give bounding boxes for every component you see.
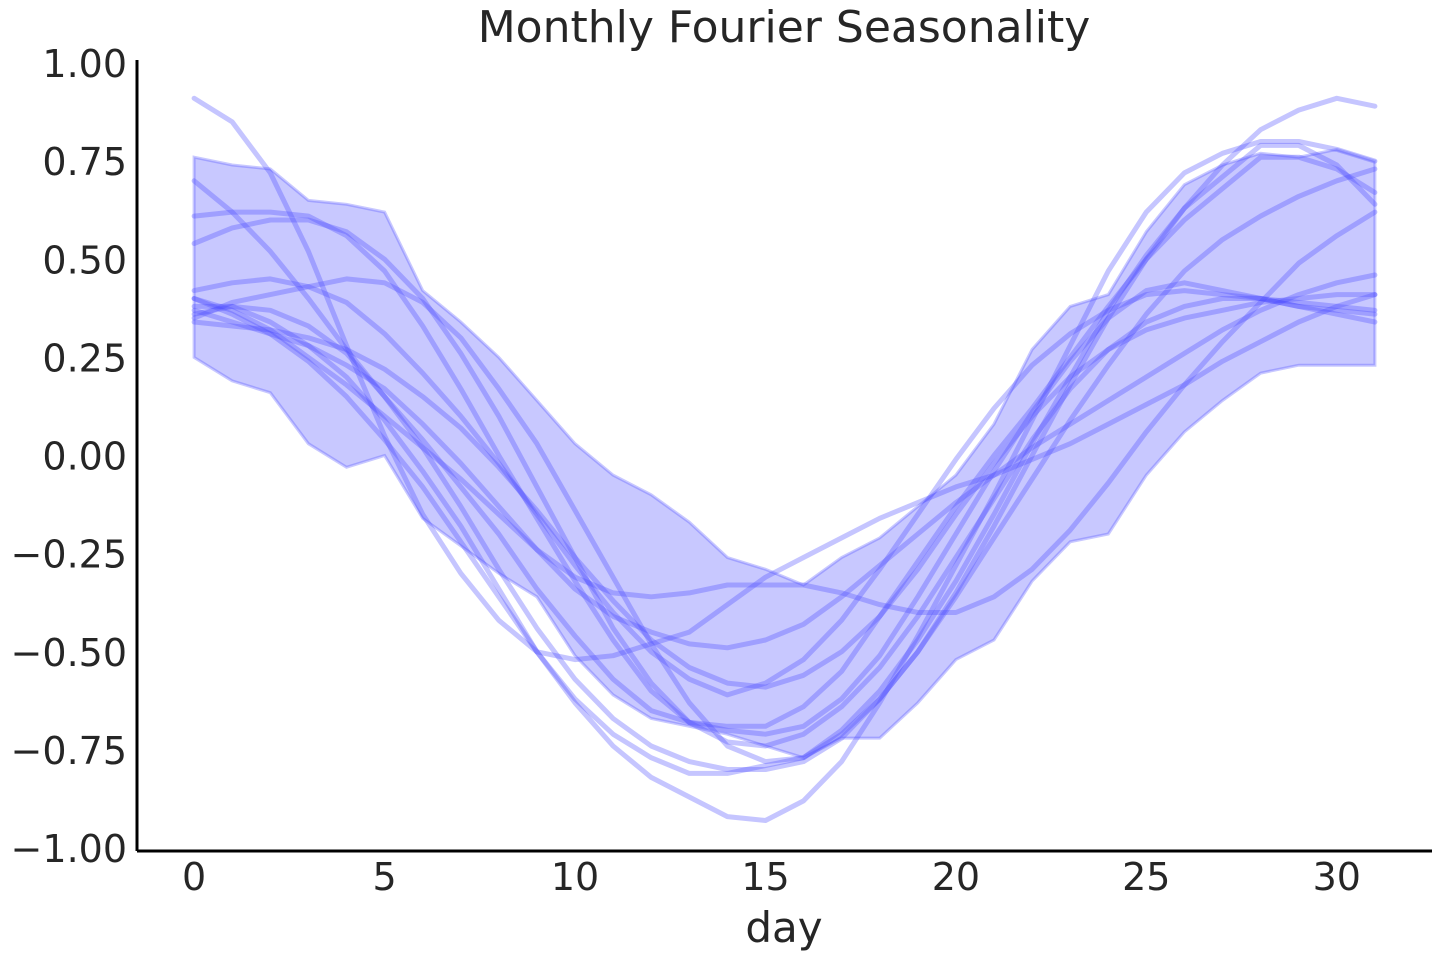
sample-line-3 (191, 276, 1378, 698)
x-tick-label: 25 (1122, 855, 1170, 899)
sample-line-8 (191, 272, 1378, 651)
x-tick-label: 15 (741, 855, 789, 899)
y-tick-label: −0.50 (11, 631, 127, 675)
sample-line-7 (191, 166, 1378, 765)
sample-line-1 (191, 95, 1378, 663)
y-tick-label: 0.75 (42, 140, 127, 184)
y-tick-label: 0.50 (42, 238, 127, 282)
y-tick-label: 1.00 (42, 42, 127, 86)
y-tick-label: −1.00 (11, 827, 127, 871)
x-axis-label: day (745, 903, 822, 952)
sample-line-2 (191, 154, 1378, 729)
y-tick-label: −0.75 (11, 729, 127, 773)
sample-line-10 (191, 139, 1378, 823)
x-tick-label: 30 (1313, 855, 1361, 899)
y-tick-label: −0.25 (11, 533, 127, 577)
uncertainty-band (192, 147, 1377, 760)
x-tick-labels: 0 5 10 15 20 25 30 (182, 855, 1361, 899)
plot-area (191, 95, 1378, 823)
sample-line-5 (191, 217, 1378, 749)
sample-line-6 (191, 142, 1378, 776)
x-tick-label: 5 (373, 855, 397, 899)
sample-line-11 (191, 292, 1378, 690)
x-tick-label: 0 (182, 855, 206, 899)
sample-line-12 (191, 95, 1378, 772)
x-tick-label: 20 (932, 855, 980, 899)
chart-title: Monthly Fourier Seasonality (478, 2, 1091, 53)
sample-line-4 (191, 209, 1378, 737)
y-tick-label: 0.00 (42, 435, 127, 479)
y-tick-label: 0.25 (42, 336, 127, 380)
x-tick-label: 10 (551, 855, 599, 899)
sample-line-9 (191, 209, 1378, 615)
y-tick-labels: 1.00 0.75 0.50 0.25 0.00 −0.25 −0.50 −0.75 −1.00 (11, 42, 127, 871)
